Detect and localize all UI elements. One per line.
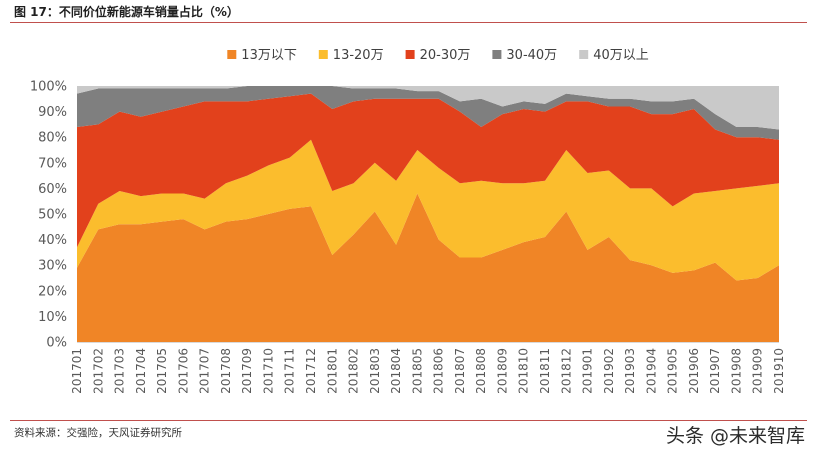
legend-swatch xyxy=(579,50,589,59)
x-tick-label: 201712 xyxy=(304,348,318,394)
x-tick-label: 201710 xyxy=(261,348,275,394)
y-tick-label: 40% xyxy=(38,233,67,248)
legend-swatch xyxy=(318,50,328,59)
legend-item-3: 20-30万 xyxy=(405,48,471,63)
area-series-5 xyxy=(77,86,779,130)
y-tick-label: 80% xyxy=(38,131,67,146)
legend-label: 20-30万 xyxy=(420,48,471,63)
figure-title: 图 17：不同价位新能源车销量占比（%） xyxy=(14,5,239,19)
x-tick-label: 201909 xyxy=(751,348,765,394)
x-tick-label: 201706 xyxy=(176,348,190,394)
x-tick-label: 201901 xyxy=(581,348,595,394)
x-tick-label: 201702 xyxy=(91,348,105,394)
x-tick-label: 201805 xyxy=(410,348,424,394)
x-tick-label: 201908 xyxy=(729,348,743,394)
x-tick-label: 201906 xyxy=(687,348,701,394)
y-axis: 0% 10% 20% 30% 40% 50% 60% 70% 80% 90% 100% xyxy=(30,80,67,351)
y-tick-label: 20% xyxy=(38,284,67,299)
x-tick-label: 201807 xyxy=(453,348,467,394)
x-tick-label: 201902 xyxy=(602,348,616,394)
y-tick-label: 10% xyxy=(38,310,67,325)
title-divider xyxy=(10,22,807,23)
area-series-3 xyxy=(77,93,779,248)
x-tick-label: 201704 xyxy=(134,348,148,394)
y-tick-label: 50% xyxy=(38,208,67,223)
legend-label: 13-20万 xyxy=(333,48,384,63)
footer-divider xyxy=(10,420,807,421)
legend-label: 13万以下 xyxy=(241,48,297,63)
y-tick-label: 90% xyxy=(38,105,67,120)
x-axis: 201701 201702 201703 201704 201705 201706 2017… xyxy=(70,342,786,394)
area-series-2 xyxy=(77,139,779,281)
y-tick-label: 100% xyxy=(30,80,67,95)
x-tick-label: 201709 xyxy=(240,348,254,394)
x-tick-label: 201703 xyxy=(113,348,127,394)
legend-label: 30-40万 xyxy=(506,48,557,63)
chart-legend: 13万以下 13-20万 20-30万 30-40万 40万以上 xyxy=(227,48,649,63)
x-tick-label: 201812 xyxy=(559,348,573,394)
x-tick-label: 201804 xyxy=(389,348,403,394)
y-tick-label: 60% xyxy=(38,182,67,197)
legend-swatch xyxy=(405,50,415,59)
x-tick-label: 201803 xyxy=(368,348,382,394)
x-tick-label: 201707 xyxy=(198,348,212,394)
x-tick-label: 201811 xyxy=(538,348,552,394)
legend-item-5: 40万以上 xyxy=(579,48,649,63)
x-tick-label: 201708 xyxy=(219,348,233,394)
legend-item-4: 30-40万 xyxy=(492,48,557,63)
y-tick-label: 0% xyxy=(46,336,67,351)
x-tick-label: 201701 xyxy=(70,348,84,394)
legend-item-2: 13-20万 xyxy=(318,48,384,63)
x-tick-label: 201905 xyxy=(666,348,680,394)
y-tick-label: 70% xyxy=(38,156,67,171)
x-tick-label: 201809 xyxy=(495,348,509,394)
legend-item-1: 13万以下 xyxy=(227,48,297,63)
area-series-1 xyxy=(77,193,779,342)
x-tick-label: 201904 xyxy=(644,348,658,394)
x-tick-label: 201806 xyxy=(432,348,446,394)
chart-areas xyxy=(77,86,779,342)
legend-label: 40万以上 xyxy=(593,48,649,63)
stacked-area-chart: 13万以下 13-20万 20-30万 30-40万 40万以上 0% 10% 20% 30%… xyxy=(30,48,786,394)
legend-swatch xyxy=(227,50,237,59)
x-tick-label: 201808 xyxy=(474,348,488,394)
y-tick-label: 30% xyxy=(38,259,67,274)
x-tick-label: 201801 xyxy=(325,348,339,394)
x-tick-label: 201903 xyxy=(623,348,637,394)
x-tick-label: 201910 xyxy=(772,348,786,394)
watermark: 头条 @未来智库 xyxy=(665,425,805,447)
x-tick-label: 201802 xyxy=(347,348,361,394)
x-tick-label: 201705 xyxy=(155,348,169,394)
x-tick-label: 201907 xyxy=(708,348,722,394)
legend-swatch xyxy=(492,50,502,59)
source-note: 资料来源：交强险，天风证券研究所 xyxy=(14,427,182,439)
x-tick-label: 201810 xyxy=(517,348,531,394)
x-tick-label: 201711 xyxy=(283,348,297,394)
area-series-4 xyxy=(77,86,779,140)
